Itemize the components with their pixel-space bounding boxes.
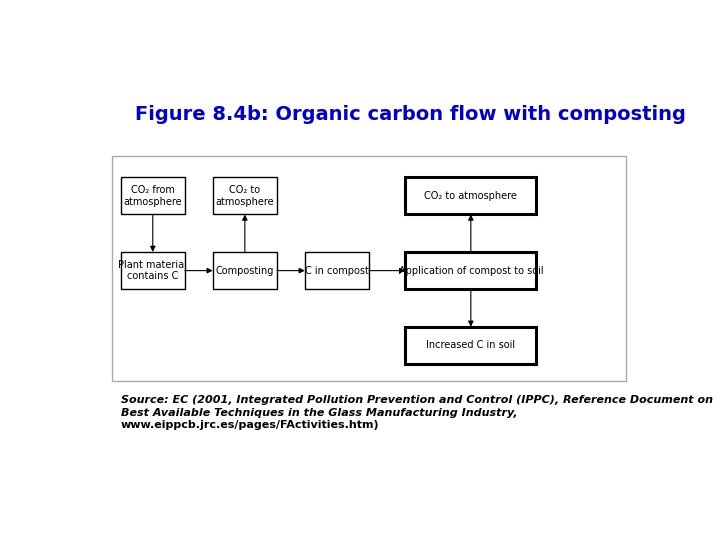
Text: Best Available Techniques in the Glass Manufacturing Industry,: Best Available Techniques in the Glass M… [121, 408, 517, 418]
Text: C in compost: C in compost [305, 266, 369, 275]
Text: CO₂ to atmosphere: CO₂ to atmosphere [424, 191, 517, 201]
Text: www.eippcb.jrc.es/pages/FActivities.htm): www.eippcb.jrc.es/pages/FActivities.htm) [121, 420, 379, 430]
Text: CO₂ from
atmosphere: CO₂ from atmosphere [123, 185, 182, 207]
Bar [405, 252, 536, 289]
Text: CO₂ to
atmosphere: CO₂ to atmosphere [215, 185, 274, 207]
Bar [405, 177, 536, 214]
Text: Plant material
contains C: Plant material contains C [118, 260, 187, 281]
Text: Composting: Composting [216, 266, 274, 275]
Bar [405, 327, 536, 364]
Bar [112, 156, 626, 381]
Bar [121, 177, 185, 214]
Bar [213, 252, 277, 289]
Bar [121, 252, 185, 289]
Bar [213, 177, 277, 214]
Text: Figure 8.4b: Organic carbon flow with composting: Figure 8.4b: Organic carbon flow with co… [135, 105, 685, 124]
Bar [305, 252, 369, 289]
Text: Increased C in soil: Increased C in soil [426, 340, 516, 350]
Text: Application of compost to soil: Application of compost to soil [399, 266, 543, 275]
Text: Source: EC (2001, Integrated Pollution Prevention and Control (IPPC), Reference : Source: EC (2001, Integrated Pollution P… [121, 395, 713, 406]
